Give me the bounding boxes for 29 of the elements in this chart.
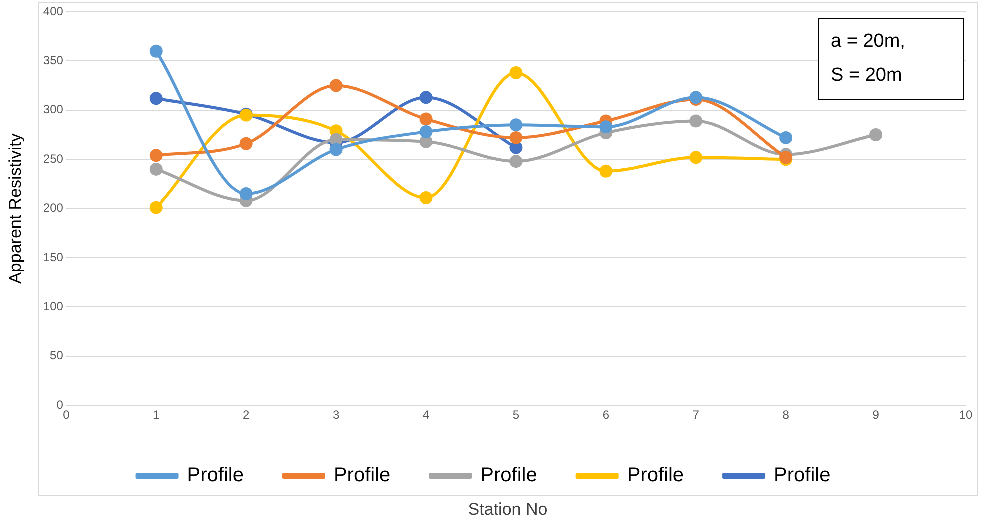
legend-label: Profile [480,464,538,487]
y-tick-label: 0 [56,398,64,412]
legend-label: Profile [334,464,391,487]
x-tick-label: 3 [332,408,340,422]
y-tick-label: 250 [43,152,64,166]
y-tick-label: 300 [43,102,64,117]
x-tick-label: 1 [153,408,160,422]
x-tick-label: 2 [242,408,250,422]
x-tick-label: 9 [872,408,880,422]
annotation: a = 20m, [831,30,906,54]
x-tick-label: 8 [782,408,790,422]
annotation: S = 20m [831,64,904,88]
x-tick-label: 7 [692,408,700,422]
legend-label: Profile [774,464,831,487]
y-tick-label: 150 [43,250,64,264]
y-tick-label: 100 [43,300,64,314]
x-tick-label: 6 [602,408,610,422]
x-tick-label: 10 [959,408,973,422]
y-tick-label: 350 [43,54,64,68]
y-tick-label: 200 [43,201,64,216]
y-tick-label: 400 [43,4,64,18]
note-box: a = 20m, S = 20m [818,18,964,100]
legend-label: Profile [627,464,684,487]
x-axis-title: Station No [467,500,549,520]
legend-label: Profile [187,464,244,487]
y-axis-title: Apparent Resistivity [6,133,25,284]
y-tick-label: 50 [50,348,64,363]
x-tick-label: 5 [512,408,520,422]
x-tick-label: 4 [422,408,430,422]
